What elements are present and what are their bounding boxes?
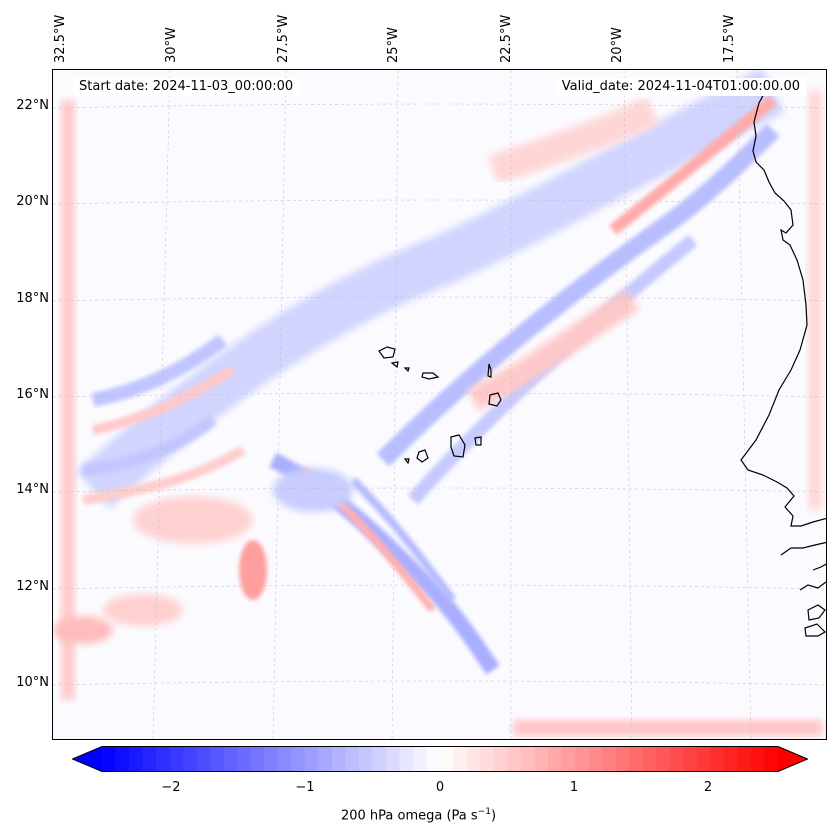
- colorbar-band: [318, 746, 333, 772]
- colorbar-band: [210, 746, 225, 772]
- colorbar-band: [372, 746, 387, 772]
- colorbar-tick-label: 1: [569, 780, 579, 795]
- colorbar-band: [561, 746, 576, 772]
- colorbar-band: [440, 746, 455, 772]
- lon-label-32-5w: 32.5°W: [53, 14, 68, 63]
- lon-label-20w: 20°W: [610, 27, 625, 63]
- colorbar-label: 200 hPa omega (Pa s−1): [0, 807, 837, 823]
- colorbar-label-exponent: −1: [477, 807, 491, 817]
- colorbar-band: [723, 746, 738, 772]
- lon-label-17-5w: 17.5°W: [722, 14, 737, 63]
- lat-label-18n: 18°N: [16, 291, 49, 306]
- colorbar-band: [507, 746, 522, 772]
- colorbar-band: [548, 746, 563, 772]
- lat-label-20n: 20°N: [16, 194, 49, 209]
- lat-label-10n: 10°N: [16, 675, 49, 690]
- colorbar-band: [656, 746, 671, 772]
- lat-label-16n: 16°N: [16, 387, 49, 402]
- colorbar-tick-label: 2: [703, 780, 713, 795]
- colorbar-band: [304, 746, 319, 772]
- colorbar-band: [345, 746, 360, 772]
- colorbar-band: [183, 746, 198, 772]
- lon-label-22-5w: 22.5°W: [499, 14, 514, 63]
- colorbar-tick-label: 0: [435, 780, 445, 795]
- colorbar-band: [588, 746, 603, 772]
- colorbar-band: [264, 746, 279, 772]
- colorbar-band: [575, 746, 590, 772]
- colorbar-band: [683, 746, 698, 772]
- lon-label-30w: 30°W: [164, 27, 179, 63]
- omega-field: [53, 70, 823, 736]
- colorbar: [72, 746, 808, 772]
- colorbar-band: [129, 746, 144, 772]
- colorbar-band: [331, 746, 346, 772]
- colorbar-bands: [72, 746, 808, 772]
- colorbar-band: [642, 746, 657, 772]
- colorbar-band: [250, 746, 265, 772]
- colorbar-band: [291, 746, 306, 772]
- map-panel: Start date: 2024-11-03_00:00:00 Valid_da…: [52, 69, 827, 740]
- colorbar-band: [196, 746, 211, 772]
- colorbar-band: [156, 746, 171, 772]
- coastline-south: [780, 541, 826, 637]
- colorbar-band: [426, 746, 441, 772]
- colorbar-extend-max: [778, 746, 808, 772]
- colorbar-band: [277, 746, 292, 772]
- colorbar-band: [750, 746, 765, 772]
- lon-label-27-5w: 27.5°W: [276, 14, 291, 63]
- colorbar-band: [669, 746, 684, 772]
- colorbar-band: [467, 746, 482, 772]
- colorbar-tick-label: −1: [295, 780, 315, 795]
- colorbar-band: [602, 746, 617, 772]
- colorbar-extend-min: [72, 746, 102, 772]
- colorbar-label-text: 200 hPa omega (Pa s: [340, 808, 478, 824]
- lat-label-14n: 14°N: [16, 482, 49, 497]
- omega-field-map: [53, 70, 826, 739]
- valid-date-label: Valid_date: 2024-11-04T01:00:00.00: [555, 78, 806, 96]
- colorbar-band: [142, 746, 157, 772]
- colorbar-outline: [72, 746, 808, 772]
- colorbar-band: [412, 746, 427, 772]
- colorbar-band: [696, 746, 711, 772]
- start-date-label: Start date: 2024-11-03_00:00:00: [73, 78, 300, 96]
- colorbar-band: [385, 746, 400, 772]
- colorbar-band: [534, 746, 549, 772]
- lon-label-25w: 25°W: [386, 27, 401, 63]
- gridlines: [53, 70, 826, 739]
- colorbar-label-close: ): [490, 808, 497, 824]
- colorbar-band: [480, 746, 495, 772]
- cape-verde-islands: [378, 346, 502, 465]
- colorbar-band: [521, 746, 536, 772]
- coastline: [740, 89, 826, 527]
- colorbar-band: [102, 746, 117, 772]
- colorbar-band: [764, 746, 779, 772]
- colorbar-band: [223, 746, 238, 772]
- colorbar-band: [494, 746, 509, 772]
- colorbar-band: [399, 746, 414, 772]
- colorbar-band: [358, 746, 373, 772]
- colorbar-band: [615, 746, 630, 772]
- colorbar-band: [629, 746, 644, 772]
- colorbar-tick-label: −2: [161, 780, 181, 795]
- lat-label-12n: 12°N: [16, 579, 49, 594]
- colorbar-band: [115, 746, 130, 772]
- lat-label-22n: 22°N: [16, 98, 49, 113]
- colorbar-band: [453, 746, 468, 772]
- colorbar-band: [737, 746, 752, 772]
- colorbar-band: [169, 746, 184, 772]
- colorbar-band: [710, 746, 725, 772]
- colorbar-band: [237, 746, 252, 772]
